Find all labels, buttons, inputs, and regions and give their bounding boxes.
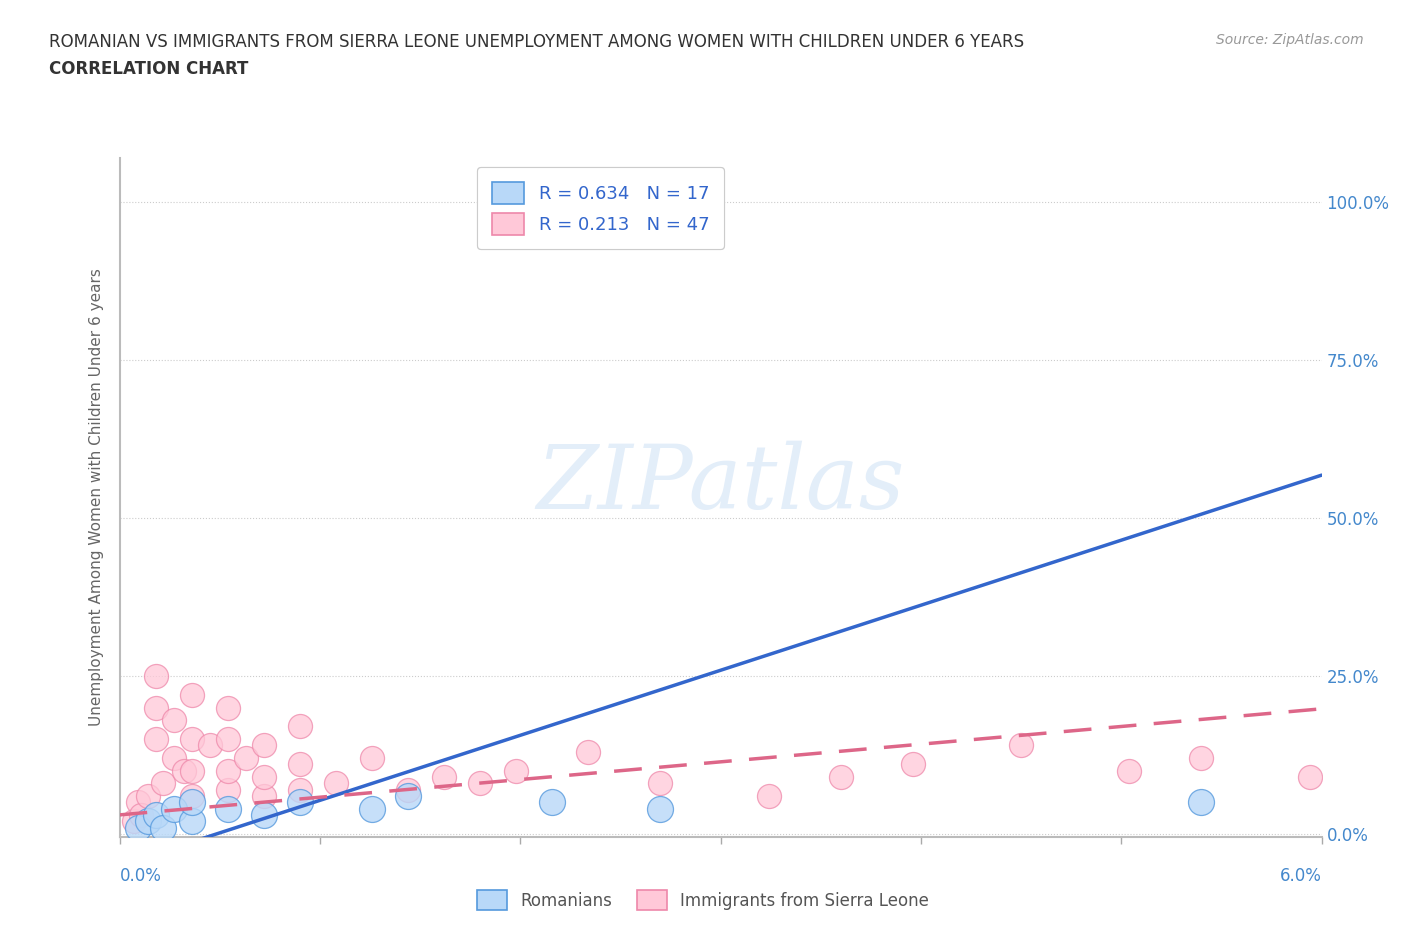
Text: 0.0%: 0.0% bbox=[120, 867, 162, 884]
Point bbox=[769, 769, 792, 784]
Point bbox=[138, 751, 160, 765]
Point bbox=[288, 769, 311, 784]
Point bbox=[169, 732, 191, 747]
Point bbox=[349, 795, 371, 810]
Point bbox=[1010, 751, 1032, 765]
Point bbox=[138, 801, 160, 816]
Point bbox=[132, 820, 155, 835]
Point bbox=[609, 738, 631, 753]
Point bbox=[208, 782, 231, 797]
Point bbox=[132, 776, 155, 790]
Point bbox=[409, 776, 432, 790]
Point bbox=[128, 669, 150, 684]
Point bbox=[149, 789, 172, 804]
Point bbox=[188, 807, 211, 822]
Point bbox=[1111, 764, 1133, 778]
Point bbox=[159, 738, 181, 753]
Point bbox=[169, 782, 191, 797]
Text: 6.0%: 6.0% bbox=[1279, 867, 1322, 884]
Point bbox=[709, 751, 731, 765]
Point bbox=[548, 757, 571, 772]
Point bbox=[169, 801, 191, 816]
Point bbox=[208, 795, 231, 810]
Point bbox=[368, 744, 391, 759]
Point bbox=[138, 712, 160, 727]
Point bbox=[124, 789, 146, 804]
Point bbox=[309, 776, 332, 790]
Legend: R = 0.634   N = 17, R = 0.213   N = 47: R = 0.634 N = 17, R = 0.213 N = 47 bbox=[477, 167, 724, 249]
Point bbox=[910, 769, 932, 784]
Point bbox=[118, 820, 141, 835]
Point bbox=[1211, 195, 1233, 210]
Point bbox=[1211, 712, 1233, 727]
Point bbox=[468, 789, 492, 804]
Point bbox=[669, 764, 692, 778]
Point bbox=[1189, 334, 1212, 349]
Point bbox=[145, 764, 167, 778]
Y-axis label: Unemployment Among Women with Children Under 6 years: Unemployment Among Women with Children U… bbox=[89, 269, 104, 726]
Point bbox=[188, 769, 211, 784]
Legend: Romanians, Immigrants from Sierra Leone: Romanians, Immigrants from Sierra Leone bbox=[470, 884, 936, 917]
Point bbox=[118, 795, 141, 810]
Point bbox=[709, 795, 731, 810]
Point bbox=[329, 764, 352, 778]
Point bbox=[128, 700, 150, 715]
Point bbox=[124, 814, 146, 829]
Point bbox=[121, 807, 143, 822]
Point bbox=[149, 687, 172, 702]
Text: ROMANIAN VS IMMIGRANTS FROM SIERRA LEONE UNEMPLOYMENT AMONG WOMEN WITH CHILDREN : ROMANIAN VS IMMIGRANTS FROM SIERRA LEONE… bbox=[49, 33, 1025, 50]
Point bbox=[269, 789, 291, 804]
Text: Source: ZipAtlas.com: Source: ZipAtlas.com bbox=[1216, 33, 1364, 46]
Point bbox=[228, 776, 252, 790]
Point bbox=[169, 764, 191, 778]
Text: CORRELATION CHART: CORRELATION CHART bbox=[49, 60, 249, 78]
Point bbox=[188, 789, 211, 804]
Point bbox=[149, 732, 172, 747]
Point bbox=[208, 719, 231, 734]
Point bbox=[149, 795, 172, 810]
Point bbox=[509, 769, 531, 784]
Point bbox=[269, 782, 291, 797]
Point bbox=[128, 807, 150, 822]
Point bbox=[249, 751, 271, 765]
Point bbox=[409, 801, 432, 816]
Point bbox=[849, 776, 872, 790]
Point bbox=[149, 764, 172, 778]
Point bbox=[179, 751, 201, 765]
Point bbox=[188, 738, 211, 753]
Point bbox=[117, 814, 139, 829]
Point bbox=[149, 814, 172, 829]
Point bbox=[128, 732, 150, 747]
Point bbox=[208, 757, 231, 772]
Point bbox=[249, 801, 271, 816]
Point bbox=[169, 700, 191, 715]
Text: ZIPatlas: ZIPatlas bbox=[536, 441, 905, 527]
